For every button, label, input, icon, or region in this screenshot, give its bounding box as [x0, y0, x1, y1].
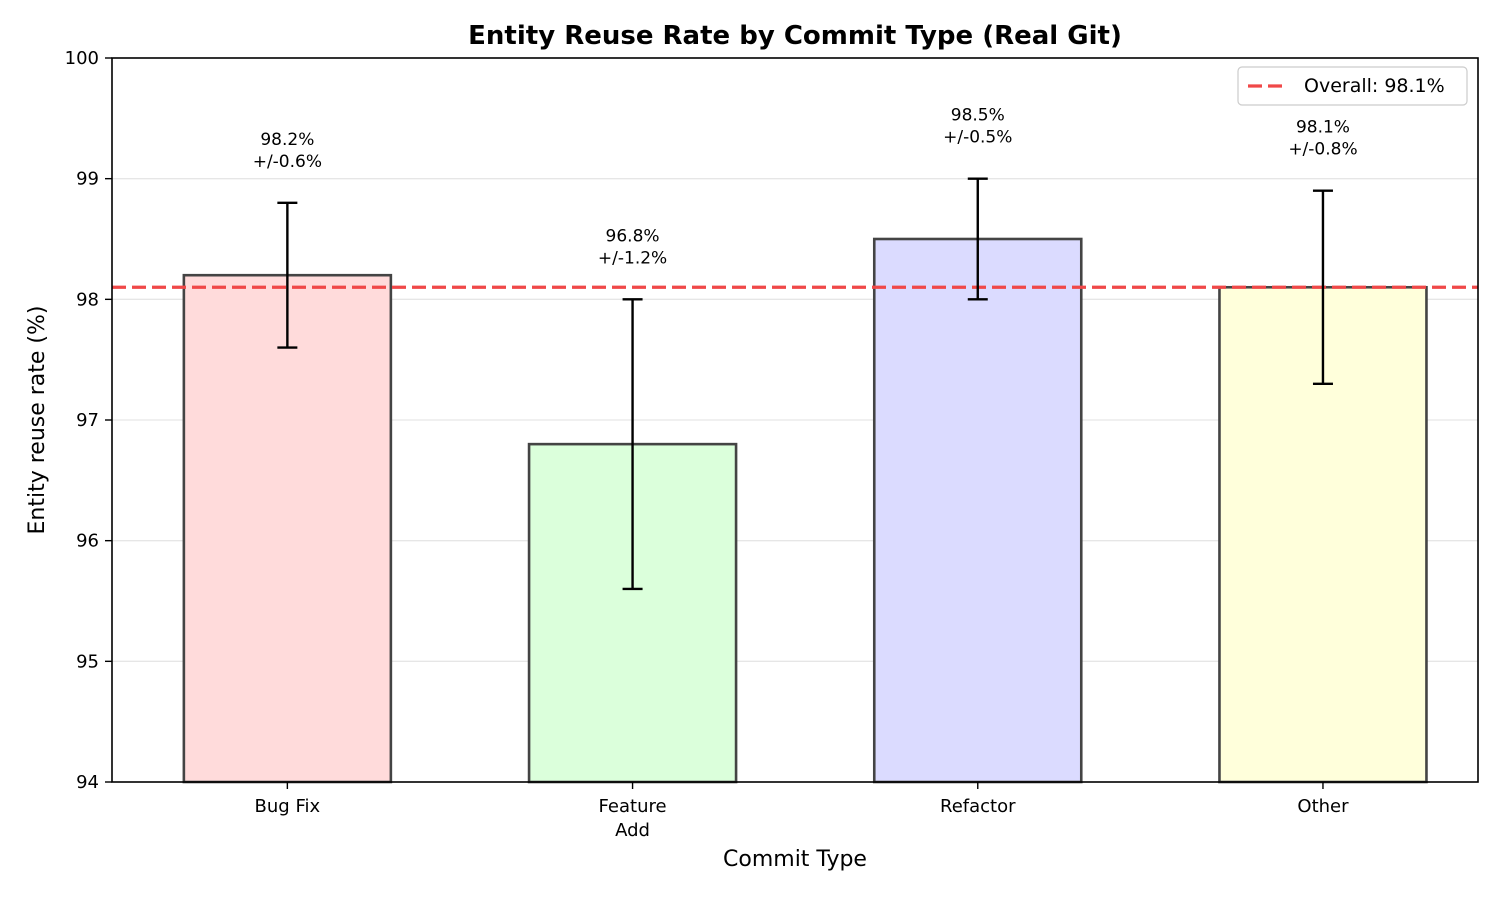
x-tick-label: Bug Fix: [255, 796, 321, 817]
x-axis-label: Commit Type: [723, 847, 867, 872]
x-tick-label: Other: [1297, 796, 1349, 817]
x-tick-label: Add: [615, 820, 650, 841]
data-label-value: 98.1%: [1296, 118, 1350, 138]
data-label-error: +/-0.6%: [253, 152, 322, 172]
y-tick-label: 94: [76, 772, 99, 793]
y-axis-label: Entity reuse rate (%): [25, 305, 50, 534]
y-tick-label: 95: [76, 651, 99, 672]
data-label-value: 98.5%: [951, 106, 1005, 126]
bar: [182, 273, 393, 784]
axes: 94 95 96 97 98 99 100 Bug Fix Feature Add Refactor…: [65, 48, 1479, 841]
x-tick-label: Feature: [599, 796, 667, 817]
x-tick-label: Refactor: [940, 796, 1016, 817]
legend: Overall: 98.1%: [1237, 66, 1468, 106]
data-label-error: +/-0.8%: [1288, 140, 1357, 160]
y-tick-label: 96: [76, 531, 99, 552]
y-tick-label: 99: [76, 169, 99, 190]
chart-title: Entity Reuse Rate by Commit Type (Real G…: [468, 21, 1122, 51]
data-label-error: +/-0.5%: [943, 128, 1012, 148]
legend-label: Overall: 98.1%: [1304, 75, 1445, 97]
bar: [872, 237, 1083, 784]
data-labels: 98.2%+/-0.6% 96.8%+/-1.2% 98.5%+/-0.5% 98.1…: [253, 106, 1358, 269]
y-tick-label: 98: [76, 289, 99, 310]
data-label-value: 98.2%: [260, 130, 314, 150]
y-tick-label: 97: [76, 410, 99, 431]
data-label-error: +/-1.2%: [598, 248, 667, 268]
legend-box: [1237, 66, 1468, 106]
error-bars: [277, 177, 1333, 591]
bar: [1218, 285, 1428, 784]
data-label-value: 96.8%: [606, 226, 660, 246]
y-tick-label: 100: [65, 48, 99, 69]
